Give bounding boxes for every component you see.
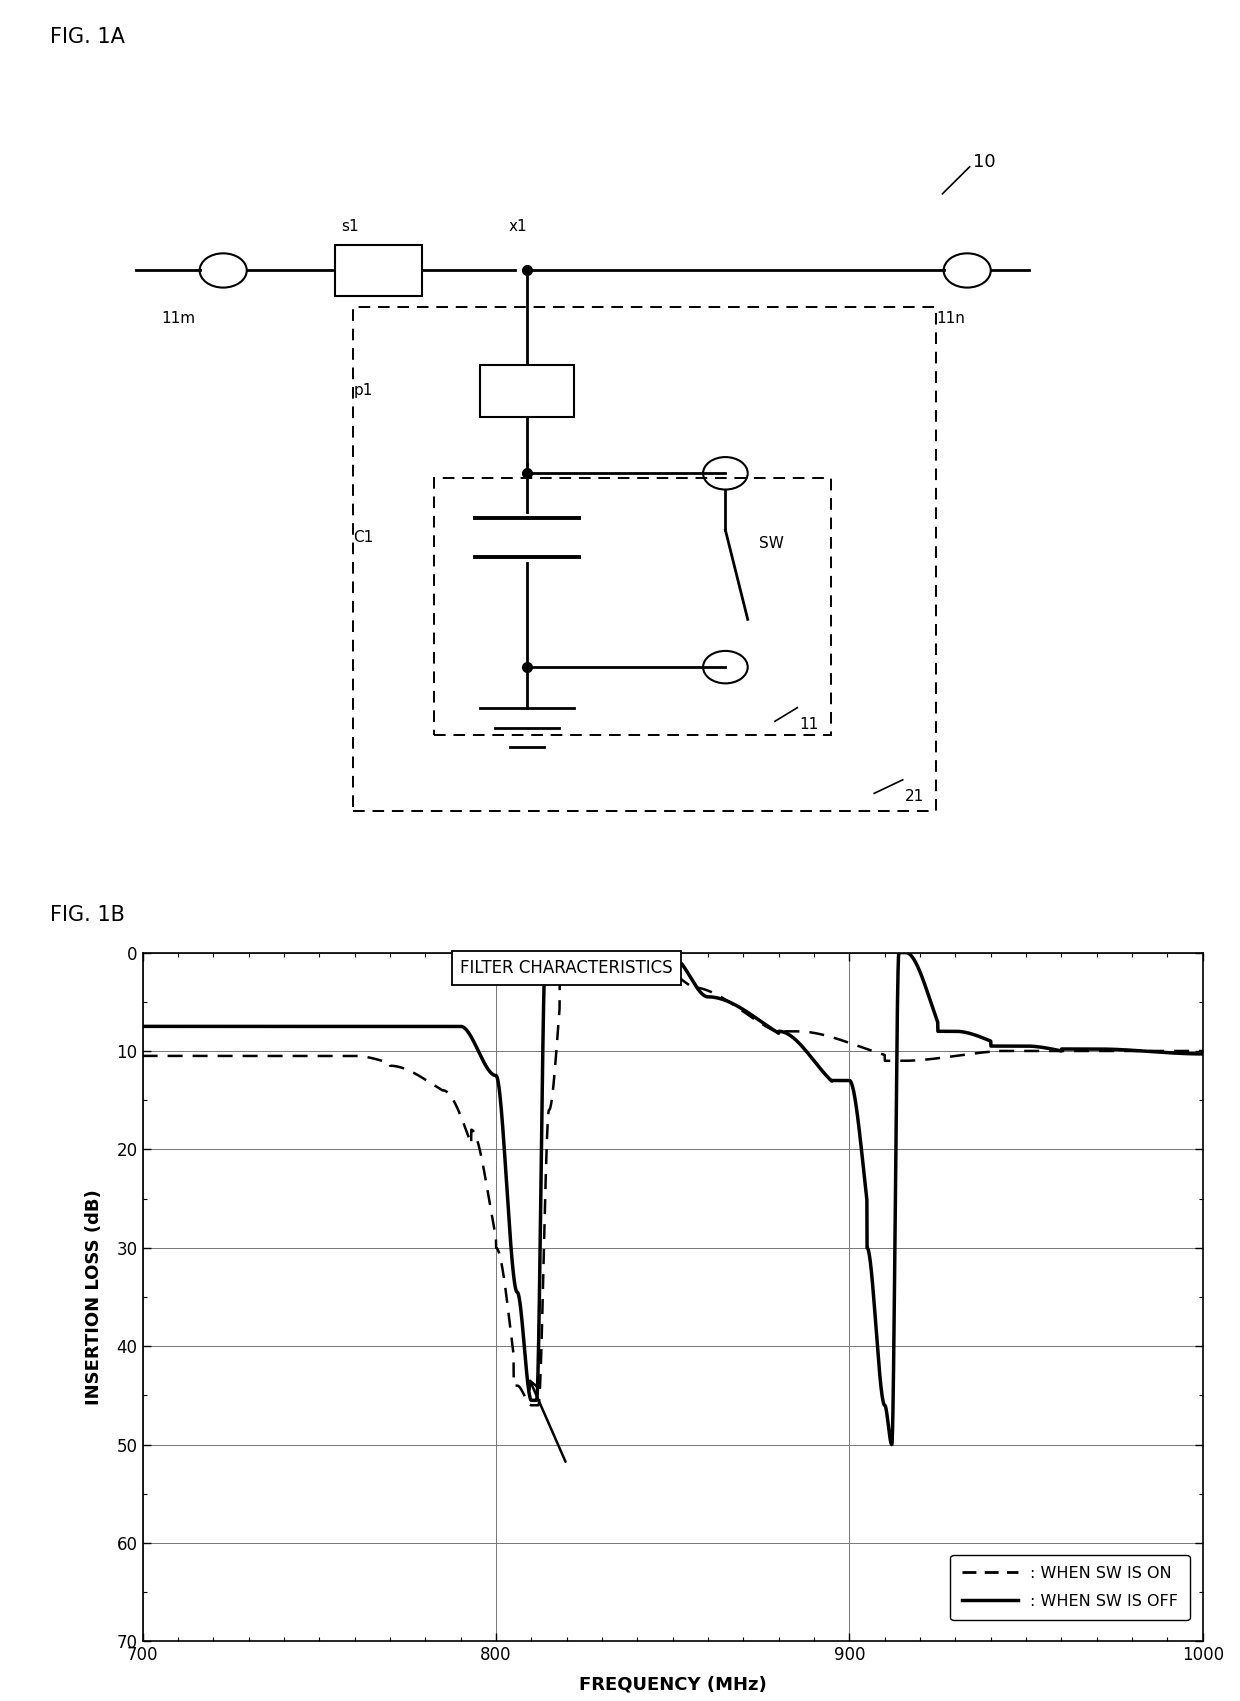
Text: s1: s1 <box>341 219 358 235</box>
Text: 11n: 11n <box>936 311 965 327</box>
Legend: : WHEN SW IS ON, : WHEN SW IS OFF: : WHEN SW IS ON, : WHEN SW IS OFF <box>951 1555 1189 1619</box>
Text: FIG. 1A: FIG. 1A <box>50 27 124 48</box>
Text: 21: 21 <box>905 789 925 805</box>
X-axis label: FREQUENCY (MHz): FREQUENCY (MHz) <box>579 1675 766 1694</box>
Text: FILTER CHARACTERISTICS: FILTER CHARACTERISTICS <box>460 959 673 976</box>
Text: C1: C1 <box>353 531 373 546</box>
Bar <box>353 306 936 811</box>
Bar <box>434 478 831 735</box>
Bar <box>480 366 574 417</box>
Text: 10: 10 <box>973 153 996 172</box>
Bar <box>335 245 422 296</box>
Text: 11: 11 <box>800 716 820 731</box>
Text: x1: x1 <box>508 219 527 235</box>
Text: p1: p1 <box>353 383 373 398</box>
Text: SW: SW <box>759 536 784 551</box>
Text: 11m: 11m <box>161 311 196 327</box>
Y-axis label: INSERTION LOSS (dB): INSERTION LOSS (dB) <box>84 1189 103 1405</box>
Text: FIG. 1B: FIG. 1B <box>50 905 124 925</box>
